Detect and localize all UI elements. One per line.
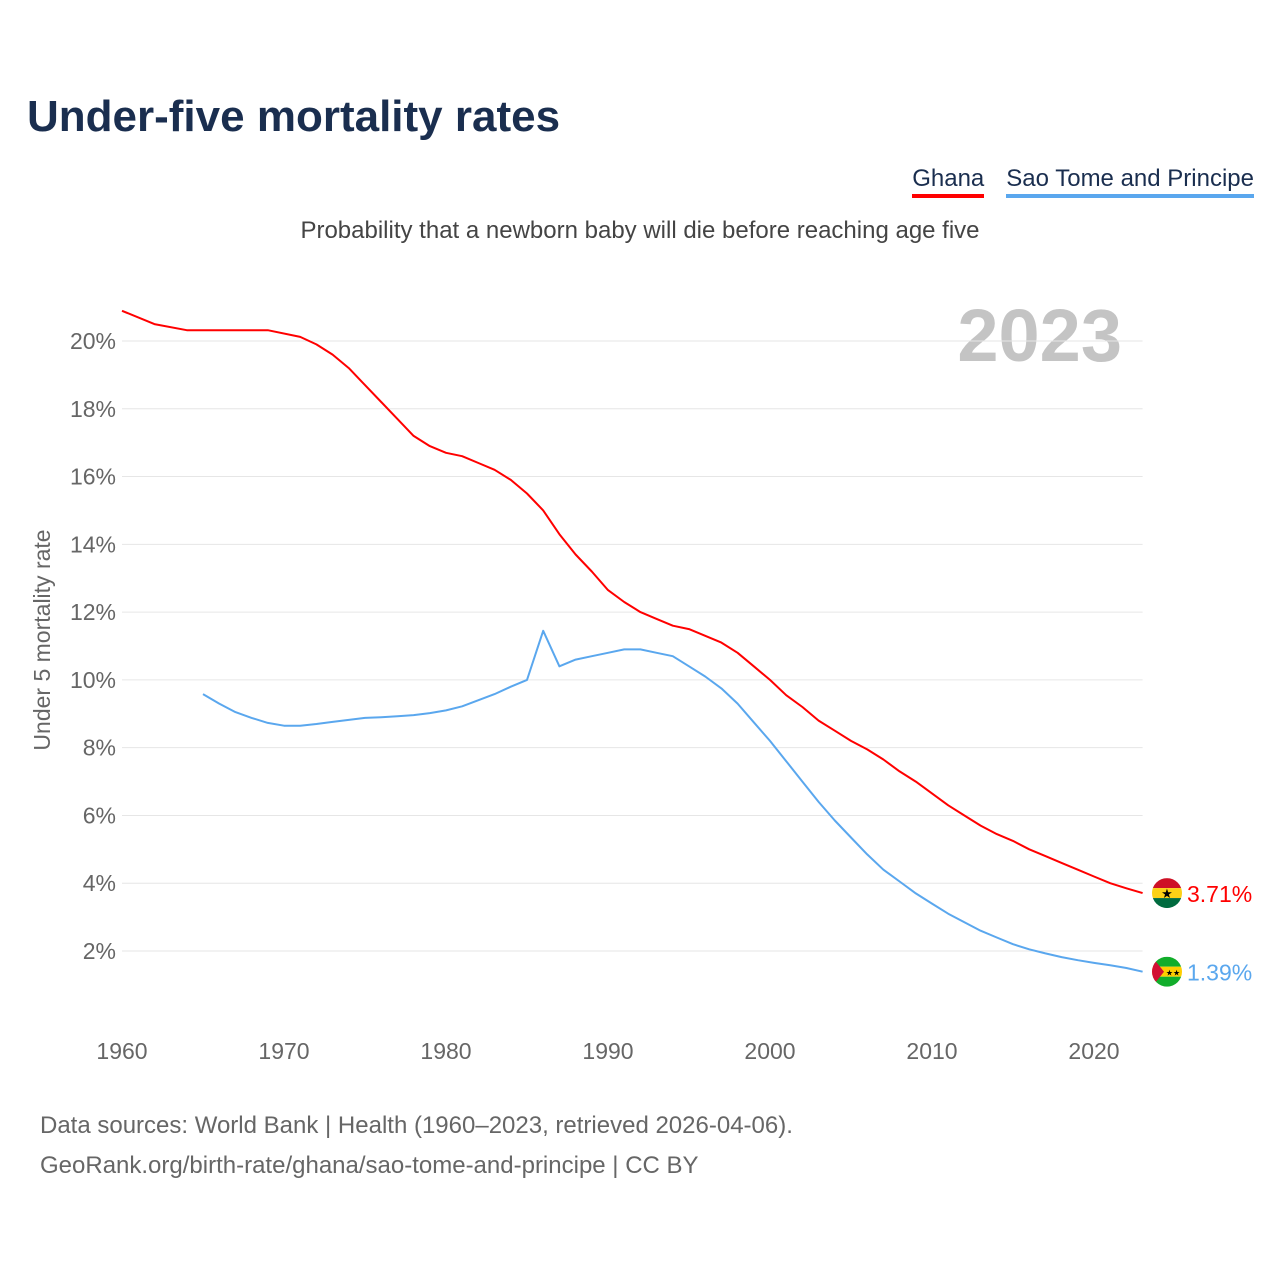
- x-tick-label: 1980: [420, 1038, 471, 1064]
- legend-item-sao-tome[interactable]: Sao Tome and Principe: [1006, 165, 1254, 198]
- sao-tome-flag-icon: ★★: [1152, 956, 1182, 987]
- series-line-ghana: [121, 309, 1143, 895]
- x-tick-label: 1960: [96, 1038, 147, 1064]
- svg-text:★★: ★★: [1166, 969, 1180, 978]
- chart-subtitle: Probability that a newborn baby will die…: [300, 217, 980, 244]
- y-tick-label: 14%: [70, 531, 116, 557]
- data-source: Data sources: World Bank | Health (1960–…: [40, 1112, 793, 1139]
- y-tick-label: 6%: [83, 802, 116, 828]
- y-tick-label: 2%: [83, 938, 116, 964]
- y-tick-label: 18%: [70, 396, 116, 422]
- y-axis-label: Under 5 mortality rate: [29, 529, 55, 750]
- x-tick-label: 1970: [258, 1038, 309, 1064]
- end-value-label-sao-tome: 1.39%: [1187, 960, 1252, 986]
- source-link[interactable]: GeoRank.org/birth-rate/ghana/sao-tome-an…: [40, 1152, 699, 1179]
- y-tick-label: 16%: [70, 464, 116, 490]
- y-tick-label: 8%: [83, 735, 116, 761]
- legend: Ghana Sao Tome and Principe: [912, 165, 1254, 198]
- x-tick-label: 2010: [906, 1038, 957, 1064]
- series-line-sao-tome: [202, 629, 1143, 973]
- chart-title: Under-five mortality rates: [27, 92, 561, 141]
- x-tick-label: 1990: [582, 1038, 633, 1064]
- svg-text:★: ★: [1161, 886, 1173, 901]
- year-watermark: 2023: [957, 294, 1122, 377]
- end-value-label-ghana: 3.71%: [1187, 881, 1252, 907]
- y-tick-label: 10%: [70, 667, 116, 693]
- y-tick-label: 4%: [83, 870, 116, 896]
- footer: Data sources: World Bank | Health (1960–…: [40, 1106, 793, 1186]
- y-tick-label: 12%: [70, 599, 116, 625]
- x-tick-label: 2020: [1068, 1038, 1119, 1064]
- ghana-flag-icon: ★: [1152, 878, 1182, 909]
- x-tick-label: 2000: [744, 1038, 795, 1064]
- y-tick-label: 20%: [70, 328, 116, 354]
- legend-item-ghana[interactable]: Ghana: [912, 165, 985, 198]
